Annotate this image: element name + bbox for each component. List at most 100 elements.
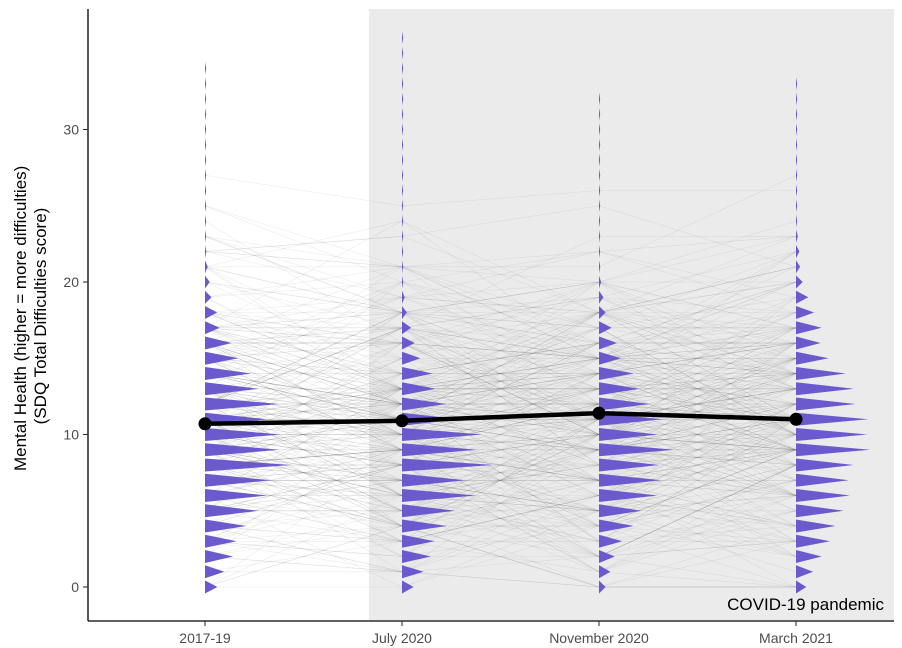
- individual-trajectory: [204, 312, 797, 435]
- individual-trajectory: [204, 495, 797, 557]
- individual-trajectory: [204, 525, 796, 588]
- individual-trajectory: [204, 296, 797, 374]
- individual-trajectory: [205, 388, 797, 451]
- individual-trajectory: [204, 373, 797, 466]
- individual-trajectory: [204, 388, 796, 451]
- individual-trajectory: [204, 525, 796, 588]
- individual-trajectory: [204, 388, 797, 451]
- individual-trajectory: [204, 373, 797, 496]
- individual-trajectory: [204, 266, 797, 405]
- individual-trajectory: [205, 464, 797, 573]
- individual-trajectory: [204, 434, 796, 481]
- individual-trajectory: [204, 297, 797, 420]
- individual-trajectory: [204, 434, 797, 573]
- individual-trajectory: [204, 327, 797, 405]
- individual-trajectory: [204, 403, 796, 512]
- individual-trajectory: [205, 419, 797, 512]
- individual-trajectory: [204, 388, 797, 435]
- individual-trajectory: [204, 251, 797, 390]
- individual-trajectory: [204, 342, 797, 405]
- individual-trajectory: [204, 449, 797, 496]
- individual-trajectory: [204, 312, 797, 390]
- individual-trajectory: [205, 464, 797, 512]
- individual-trajectory: [204, 281, 797, 435]
- individual-trajectory: [204, 297, 797, 435]
- individual-trajectory: [204, 418, 797, 557]
- individual-trajectory: [204, 251, 797, 374]
- individual-trajectory: [204, 342, 797, 420]
- individual-trajectory: [204, 281, 797, 390]
- individual-trajectory: [204, 220, 796, 344]
- individual-trajectory: [205, 297, 797, 390]
- x-tick-label: 2017-19: [179, 630, 231, 646]
- individual-trajectory: [204, 281, 796, 390]
- individual-trajectory: [205, 296, 797, 390]
- individual-trajectory: [204, 266, 797, 359]
- individual-trajectory: [204, 495, 797, 542]
- individual-trajectory: [204, 510, 797, 557]
- individual-trajectory: [204, 327, 797, 420]
- individual-trajectory: [204, 434, 797, 527]
- individual-trajectory: [204, 388, 797, 512]
- individual-trajectory: [205, 510, 797, 542]
- individual-trajectory: [204, 312, 797, 405]
- individual-trajectory: [204, 251, 797, 298]
- x-tick-label: March 2021: [759, 630, 833, 646]
- individual-trajectory: [205, 373, 797, 451]
- individual-trajectory: [204, 342, 797, 435]
- individual-trajectory: [205, 327, 797, 435]
- individual-trajectory: [204, 419, 797, 527]
- individual-trajectory: [204, 373, 797, 496]
- individual-trajectory: [204, 358, 797, 512]
- individual-trajectory: [204, 281, 797, 435]
- individual-trajectory: [204, 220, 797, 313]
- individual-trajectory: [204, 373, 797, 420]
- individual-trajectory: [204, 434, 797, 557]
- individual-trajectory: [204, 251, 797, 390]
- individual-trajectory: [204, 403, 797, 512]
- individual-trajectory: [204, 342, 797, 435]
- individual-trajectory: [204, 403, 797, 512]
- individual-trajectory: [204, 373, 797, 496]
- individual-trajectory: [204, 327, 797, 435]
- individual-trajectory: [204, 403, 797, 481]
- individual-trajectory: [204, 296, 797, 435]
- individual-trajectory: [204, 449, 797, 496]
- individual-trajectory: [204, 312, 797, 435]
- individual-trajectory: [205, 312, 797, 451]
- individual-trajectory: [204, 464, 797, 557]
- individual-trajectory: [204, 220, 797, 359]
- individual-trajectory: [205, 373, 797, 405]
- individual-trajectory: [204, 312, 797, 451]
- individual-trajectory: [204, 418, 797, 512]
- individual-trajectory: [204, 236, 797, 329]
- individual-trajectory: [204, 281, 797, 420]
- individual-trajectory: [204, 327, 797, 405]
- individual-trajectory: [204, 281, 797, 405]
- individual-trajectory: [204, 312, 797, 435]
- individual-trajectory: [204, 449, 797, 573]
- mean-point: [395, 414, 409, 428]
- individual-trajectory: [204, 403, 796, 557]
- individual-trajectory: [204, 403, 797, 542]
- x-tick-label: November 2020: [549, 630, 649, 646]
- individual-trajectory: [204, 312, 797, 374]
- individual-trajectory: [204, 525, 797, 588]
- individual-trajectory: [204, 373, 797, 435]
- individual-trajectory: [204, 419, 796, 512]
- x-tick-label: July 2020: [372, 630, 432, 646]
- individual-trajectory: [204, 266, 797, 344]
- individual-trajectory: [204, 357, 797, 481]
- individual-trajectory: [204, 297, 797, 374]
- individual-trajectory: [204, 403, 797, 512]
- individual-trajectory: [204, 296, 796, 359]
- y-axis-label-line2: (SDQ Total Difficulties score): [31, 208, 50, 425]
- individual-trajectory: [204, 373, 797, 496]
- individual-trajectory: [205, 403, 797, 496]
- individual-trajectory: [204, 312, 797, 405]
- individual-trajectory: [204, 312, 797, 435]
- individual-trajectory: [204, 418, 797, 542]
- individual-trajectory: [204, 510, 797, 573]
- individual-trajectory: [204, 434, 797, 542]
- individual-trajectory: [204, 388, 797, 481]
